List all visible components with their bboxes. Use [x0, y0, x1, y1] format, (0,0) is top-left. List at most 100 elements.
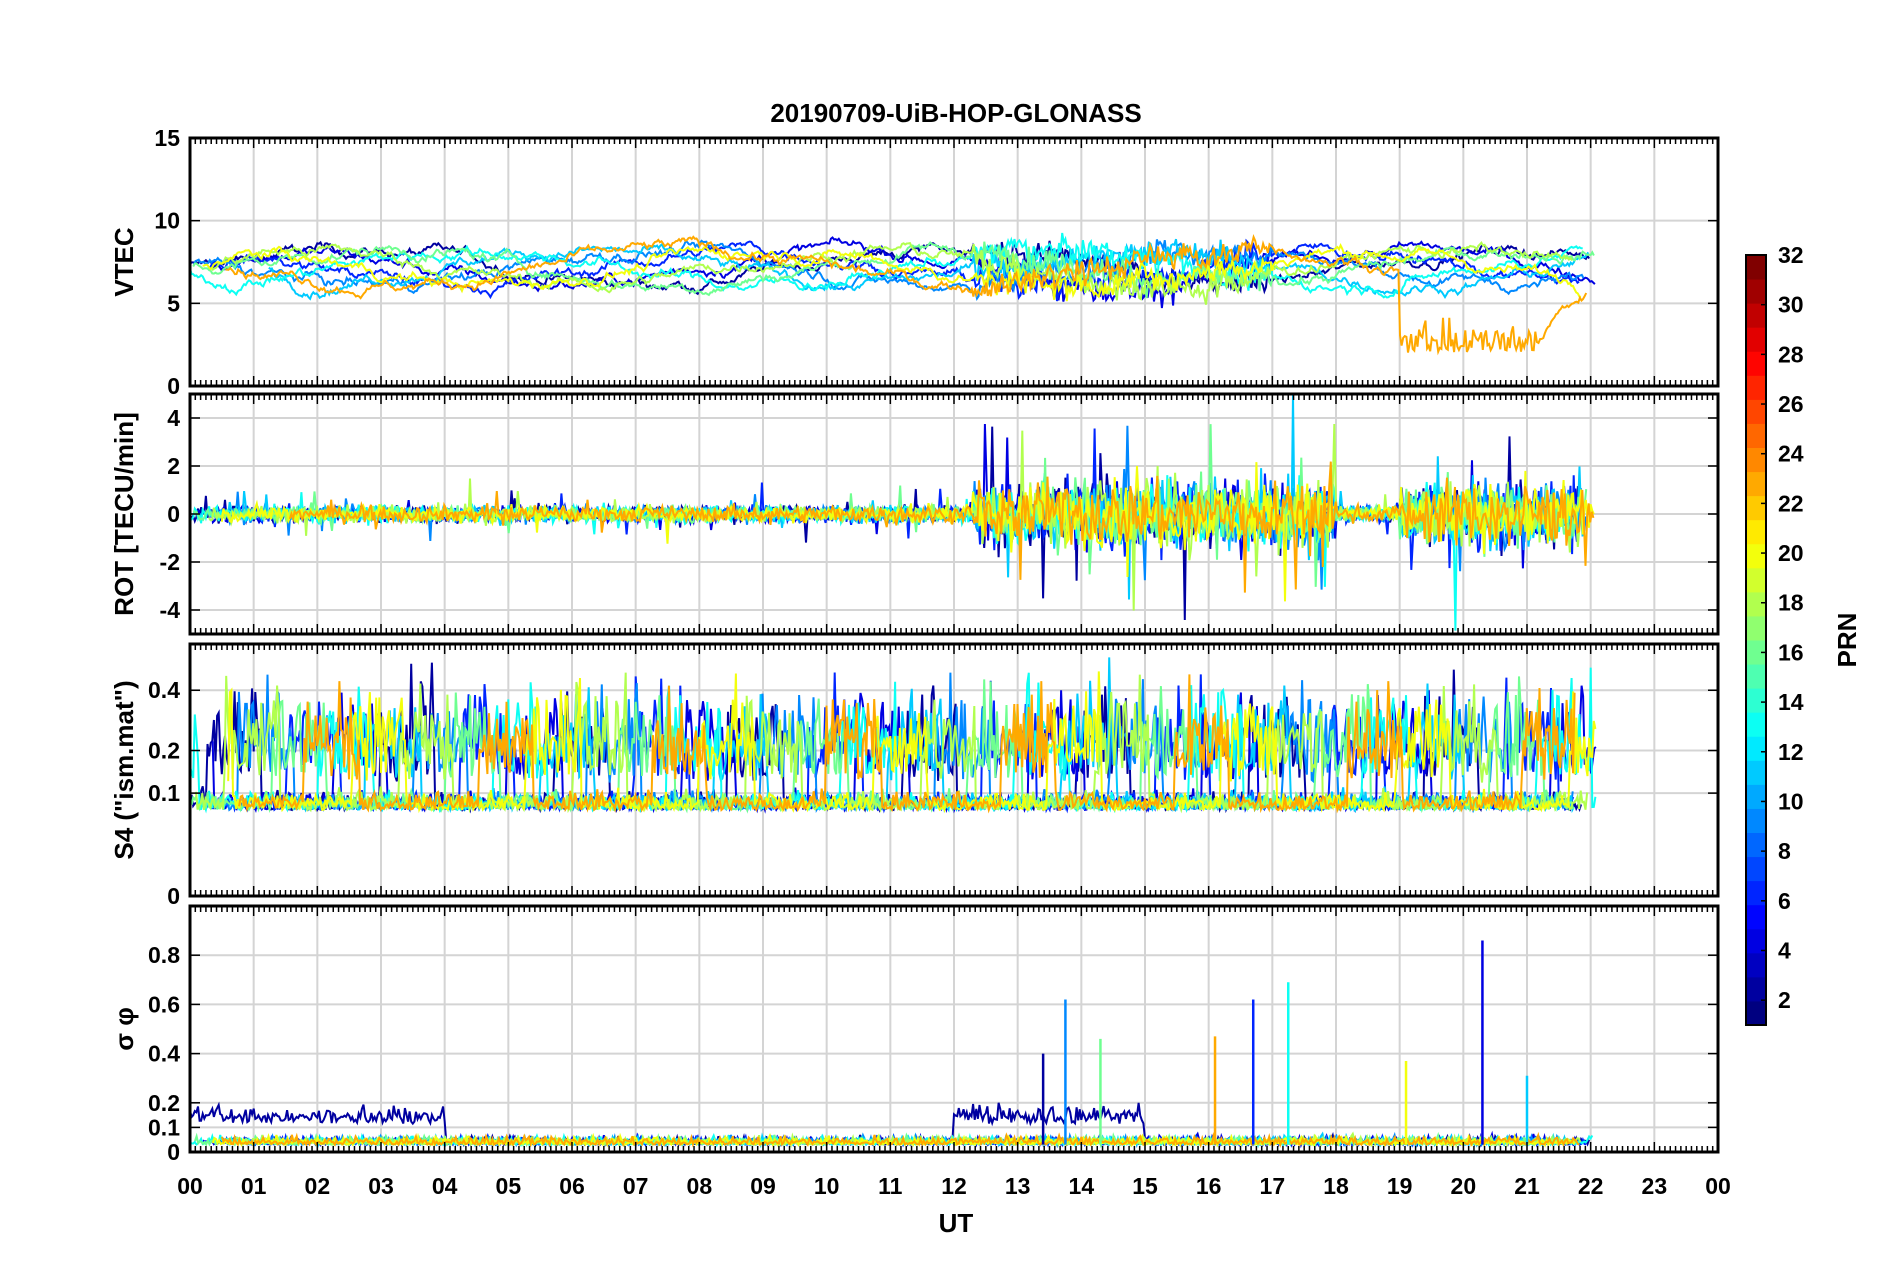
series-prn-23-line: [238, 674, 1576, 814]
series-prn-23-line: [220, 1131, 1580, 1149]
y-tick-label: 0.1: [148, 780, 180, 806]
x-tick-label: 19: [1387, 1173, 1413, 1199]
colorbar-tick-label: 6: [1778, 888, 1791, 914]
colorbar-bin: [1746, 495, 1766, 521]
x-tick-label: 09: [750, 1173, 776, 1199]
y-tick-label: 0: [167, 1139, 180, 1165]
y-tick-label: 5: [167, 290, 180, 316]
colorbar-bin: [1746, 904, 1766, 930]
colorbar-tick-label: 30: [1778, 292, 1804, 318]
y-tick-label: 0.8: [148, 942, 180, 968]
series-group: [190, 657, 1597, 814]
colorbar-tick-label: 20: [1778, 540, 1804, 566]
colorbar-bin: [1746, 279, 1766, 304]
colorbar-tick-label: 4: [1778, 937, 1791, 963]
chart-title: 20190709-UiB-HOP-GLONASS: [770, 98, 1141, 128]
y-tick-label: 0.2: [148, 738, 180, 764]
series-prn-18-line: [195, 672, 1589, 814]
colorbar-bin: [1746, 880, 1766, 906]
x-tick-label: 13: [1005, 1173, 1031, 1199]
colorbar-label: PRN: [1832, 613, 1862, 668]
x-tick-label: 20: [1451, 1173, 1477, 1199]
colorbar-tick-label: 10: [1778, 788, 1804, 814]
x-tick-label: 16: [1196, 1173, 1222, 1199]
y-axis-label: S4 ("ism.mat"): [109, 680, 139, 859]
y-tick-label: 0.4: [148, 677, 180, 703]
colorbar-bin: [1746, 928, 1766, 954]
x-tick-label: 22: [1578, 1173, 1604, 1199]
colorbar-bin: [1746, 399, 1766, 424]
x-minor-ticks: [189, 394, 1719, 634]
colorbar-bin: [1746, 375, 1766, 400]
y-tick-label: 2: [167, 453, 180, 479]
x-tick-label: 06: [559, 1173, 585, 1199]
x-minor-ticks: [189, 138, 1719, 386]
colorbar-bin: [1746, 591, 1766, 617]
series-prn-20-line: [202, 242, 1582, 302]
colorbar-bin: [1746, 519, 1766, 545]
x-tick-label: 02: [305, 1173, 331, 1199]
y-axis-label: ROT [TECU/min]: [109, 412, 139, 616]
y-tick-label: 0.2: [148, 1090, 180, 1116]
colorbar-bin: [1746, 976, 1766, 1002]
x-tick-label: 00: [177, 1173, 203, 1199]
x-axis-label: UT: [939, 1208, 974, 1238]
colorbar-tick-label: 18: [1778, 590, 1804, 616]
x-tick-label: 03: [368, 1173, 394, 1199]
colorbar-bin: [1746, 784, 1766, 809]
x-minor-ticks: [189, 644, 1719, 896]
x-tick-label: 04: [432, 1173, 458, 1199]
colorbar-bin: [1746, 543, 1766, 569]
colorbar-tick-label: 2: [1778, 987, 1791, 1013]
y-tick-label: 0.4: [148, 1041, 180, 1067]
colorbar-tick-label: 24: [1778, 441, 1804, 467]
x-minor-ticks: [189, 906, 1719, 1152]
colorbar-tick-label: 32: [1778, 242, 1804, 268]
x-tick-label: 01: [241, 1173, 267, 1199]
colorbar-bin: [1746, 351, 1766, 376]
colorbar-bin: [1746, 664, 1766, 689]
series-prn-23-line: [225, 233, 1588, 356]
y-tick-label: -2: [160, 549, 180, 575]
colorbar-bin: [1746, 447, 1766, 473]
series-prn-23-line: [288, 461, 1595, 593]
y-tick-label: -4: [160, 597, 181, 623]
y-tick-label: 0.6: [148, 991, 180, 1017]
series-prn-18-line: [210, 240, 1573, 305]
colorbar-bin: [1746, 688, 1766, 713]
x-tick-label: 11: [878, 1173, 903, 1199]
colorbar-bin: [1746, 952, 1766, 978]
colorbar-bin: [1746, 640, 1766, 665]
series-group: [190, 940, 1594, 1149]
panel-sigma_phi: 00.10.2 0.4 0.6 0.8 σ φ: [109, 904, 1720, 1165]
colorbar-bin: [1746, 567, 1766, 593]
x-tick-label: 00: [1705, 1173, 1731, 1199]
panel-s4: 0 0.1 0.2 0.4 S4 ("ism.mat"): [109, 642, 1720, 909]
series-group: [190, 394, 1595, 631]
colorbar-bin: [1746, 615, 1766, 641]
colorbar-bin: [1746, 712, 1766, 737]
y-tick-label: 0: [167, 883, 180, 909]
series-prn-9-line: [192, 239, 1585, 301]
x-tick-label: 08: [687, 1173, 713, 1199]
colorbar-tick-label: 14: [1778, 689, 1804, 715]
colorbar-bin: [1746, 760, 1766, 785]
x-tick-labels: 00 01 02 03 04 05 06 07 08 09 10 11 12 13 14 15 16 17 18 19…: [177, 1173, 1731, 1199]
y-tick-label: 0: [167, 373, 180, 399]
series-group: [190, 232, 1596, 356]
x-tick-label: 18: [1323, 1173, 1349, 1199]
colorbar-bin: [1746, 808, 1766, 833]
colorbar-tick-label: 26: [1778, 391, 1804, 417]
colorbar-bin: [1746, 255, 1766, 280]
x-tick-label: 15: [1132, 1173, 1158, 1199]
x-tick-label: 21: [1514, 1173, 1540, 1199]
colorbar-bin: [1746, 423, 1766, 448]
y-axis-label: σ φ: [109, 1007, 139, 1051]
y-tick-label: 10: [154, 208, 180, 234]
panel-rot: -4 -2 0 2 4 ROT [TECU/min]: [109, 392, 1720, 636]
colorbar-tick-label: 8: [1778, 838, 1791, 864]
colorbar-tick-label: 16: [1778, 639, 1804, 665]
x-tick-label: 17: [1260, 1173, 1286, 1199]
